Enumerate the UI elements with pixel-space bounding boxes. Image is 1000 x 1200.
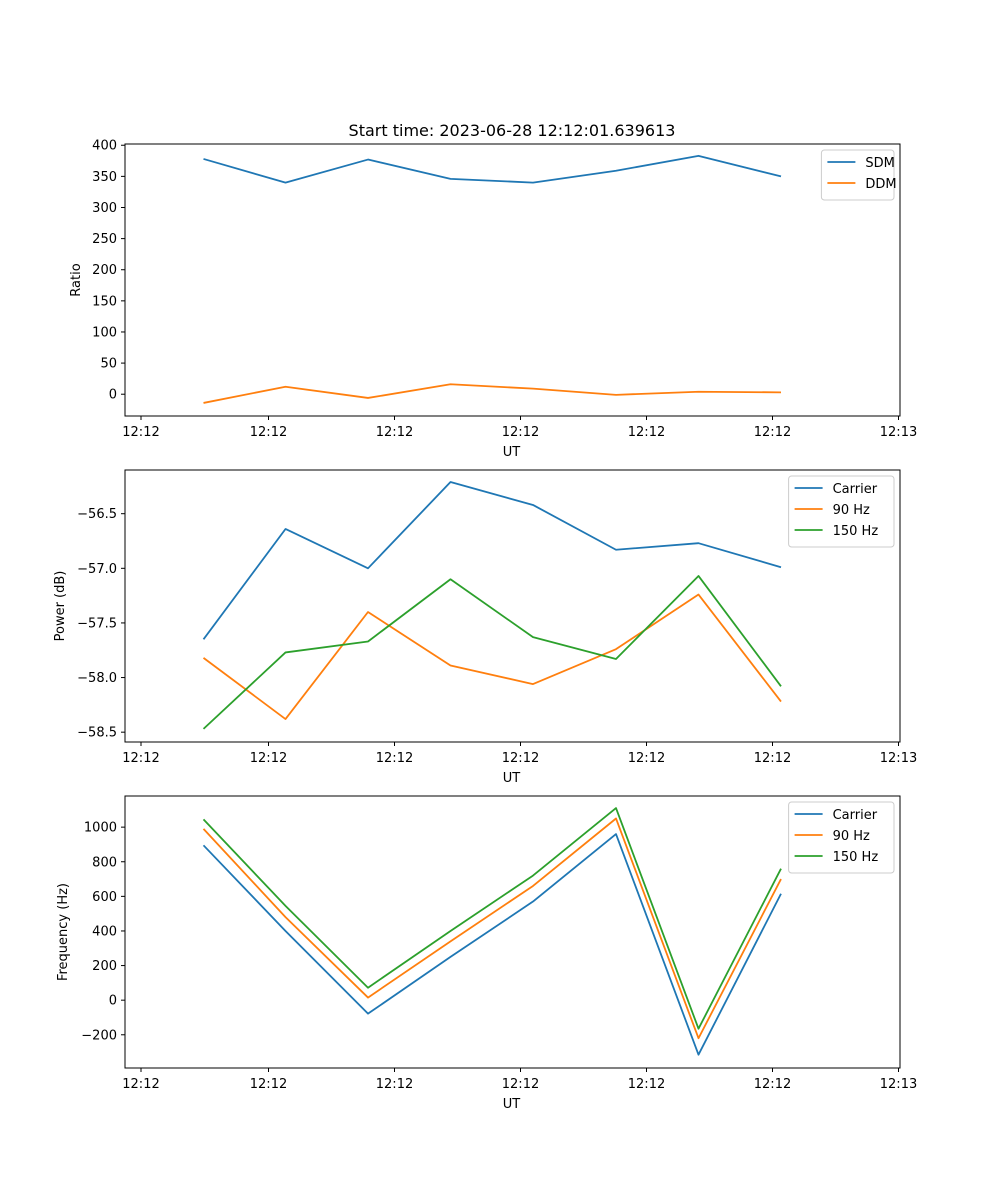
y-tick-label: 400 xyxy=(92,139,117,154)
y-tick-label: 250 xyxy=(92,232,117,247)
legend: Carrier 90 Hz 150 Hz xyxy=(788,801,895,874)
x-tick-label: 12:12 xyxy=(754,1077,791,1092)
x-tick-label: 12:12 xyxy=(250,425,287,440)
x-tick-label: 12:12 xyxy=(754,425,791,440)
x-axis-label: UT xyxy=(503,1097,521,1112)
y-tick-label: 0 xyxy=(109,994,117,1009)
series-line-150-hz xyxy=(202,575,782,730)
y-tick-label: 200 xyxy=(92,263,117,278)
chart-panel-3: 12:12 12:12 12:12 12:12 12:12 12:12 12:13 UT −20… xyxy=(56,795,917,1112)
series-line-150-hz xyxy=(202,807,782,1030)
legend-label: 150 Hz xyxy=(833,524,879,539)
x-tick-label: 12:13 xyxy=(880,425,917,440)
legend-label: SDM xyxy=(865,156,894,171)
chart-panel-2: 12:12 12:12 12:12 12:12 12:12 12:12 12:13 UT −58… xyxy=(53,469,917,786)
y-tick-label: 1000 xyxy=(84,821,117,836)
x-tick-label: 12:12 xyxy=(250,1077,287,1092)
chart-panel-1: 12:12 12:12 12:12 12:12 12:12 12:12 12:13 UT 0 50… xyxy=(69,139,917,460)
x-tick-label: 12:12 xyxy=(122,425,159,440)
y-tick-label: −56.5 xyxy=(77,507,117,522)
y-tick-label: −58.0 xyxy=(77,671,117,686)
y-tick-label: 50 xyxy=(100,357,117,372)
plot-frame xyxy=(124,469,901,743)
x-tick-label: 12:12 xyxy=(376,751,413,766)
series-line-carrier xyxy=(202,481,782,640)
y-tick-label: 600 xyxy=(92,890,117,905)
x-tick-label: 12:12 xyxy=(250,751,287,766)
y-tick-label: 200 xyxy=(92,959,117,974)
chart-panels: 12:12 12:12 12:12 12:12 12:12 12:12 12:13 UT 0 50… xyxy=(53,139,917,1112)
x-tick-label: 12:13 xyxy=(880,751,917,766)
series-line-sdm xyxy=(203,154,782,184)
y-axis-label: Ratio xyxy=(69,263,84,296)
series-line-90-hz xyxy=(202,817,782,1040)
x-tick-label: 12:12 xyxy=(628,1077,665,1092)
y-tick-label: 400 xyxy=(92,924,117,939)
x-tick-label: 12:12 xyxy=(502,1077,539,1092)
y-tick-label: 300 xyxy=(92,201,117,216)
x-axis-label: UT xyxy=(503,445,521,460)
y-tick-label: 0 xyxy=(109,388,117,403)
series-line-ddm xyxy=(203,383,782,404)
x-tick-label: 12:12 xyxy=(376,1077,413,1092)
x-tick-label: 12:12 xyxy=(376,425,413,440)
plot-frame xyxy=(124,143,901,417)
x-tick-label: 12:12 xyxy=(122,751,159,766)
y-tick-label: 350 xyxy=(92,170,117,185)
y-tick-label: −58.5 xyxy=(77,726,117,741)
legend-label: DDM xyxy=(865,177,896,192)
legend-label: 90 Hz xyxy=(833,503,870,518)
y-tick-label: −200 xyxy=(81,1028,117,1043)
legend-label: 90 Hz xyxy=(833,829,870,844)
x-tick-label: 12:12 xyxy=(502,425,539,440)
legend-label: Carrier xyxy=(833,808,878,823)
figure-title: Start time: 2023-06-28 12:12:01.639613 xyxy=(349,121,676,140)
x-tick-label: 12:12 xyxy=(502,751,539,766)
x-tick-label: 12:12 xyxy=(754,751,791,766)
x-tick-label: 12:12 xyxy=(628,425,665,440)
legend-label: 150 Hz xyxy=(833,850,879,865)
y-axis-label: Power (dB) xyxy=(53,571,68,642)
legend-label: Carrier xyxy=(833,482,878,497)
plot-frame xyxy=(124,795,901,1069)
y-tick-label: −57.5 xyxy=(77,616,117,631)
y-tick-label: 100 xyxy=(92,325,117,340)
x-tick-label: 12:12 xyxy=(122,1077,159,1092)
series-line-carrier xyxy=(202,833,782,1056)
y-axis-label: Frequency (Hz) xyxy=(56,883,71,981)
x-tick-label: 12:12 xyxy=(628,751,665,766)
legend: Carrier 90 Hz 150 Hz xyxy=(788,475,895,548)
x-tick-label: 12:13 xyxy=(880,1077,917,1092)
legend: SDM DDM xyxy=(820,149,897,201)
series-line-90-hz xyxy=(202,593,782,720)
x-axis-label: UT xyxy=(503,771,521,786)
y-tick-label: 150 xyxy=(92,294,117,309)
y-tick-label: 800 xyxy=(92,855,117,870)
y-tick-label: −57.0 xyxy=(77,562,117,577)
